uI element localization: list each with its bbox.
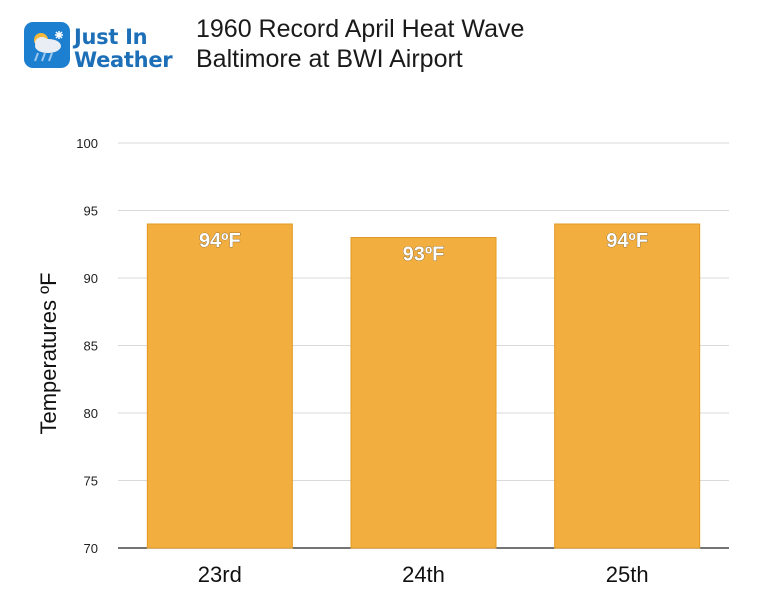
bar	[554, 223, 701, 549]
y-tick-label: 100	[76, 136, 98, 151]
y-tick-label: 75	[84, 474, 98, 489]
y-tick-label: 85	[84, 339, 98, 354]
logo-text-line2: Weather	[74, 48, 173, 72]
data-label: 94ºF	[606, 230, 648, 252]
logo-text-line1: Just In	[74, 25, 148, 49]
y-tick-label: 95	[84, 204, 98, 219]
just-in-weather-logo: Just In Weather	[24, 22, 194, 78]
x-tick-label: 25th	[606, 562, 649, 587]
y-axis-label: Temperatures ºF	[36, 272, 61, 434]
y-tick-label: 90	[84, 271, 98, 286]
y-tick-label: 80	[84, 406, 98, 421]
data-label: 94ºF	[199, 230, 241, 252]
chart-title-line1: 1960 Record April Heat Wave	[196, 15, 525, 43]
data-label: 93ºF	[403, 244, 445, 266]
chart-title-line2: Baltimore at BWI Airport	[196, 45, 463, 73]
x-tick-label: 23rd	[198, 562, 242, 587]
chart-title: 1960 Record April Heat Wave Baltimore at…	[196, 14, 524, 74]
bar	[146, 223, 293, 549]
bar	[350, 237, 497, 549]
weather-logo-icon	[24, 22, 70, 68]
x-tick-label: 24th	[402, 562, 445, 587]
y-tick-label: 70	[84, 541, 98, 556]
